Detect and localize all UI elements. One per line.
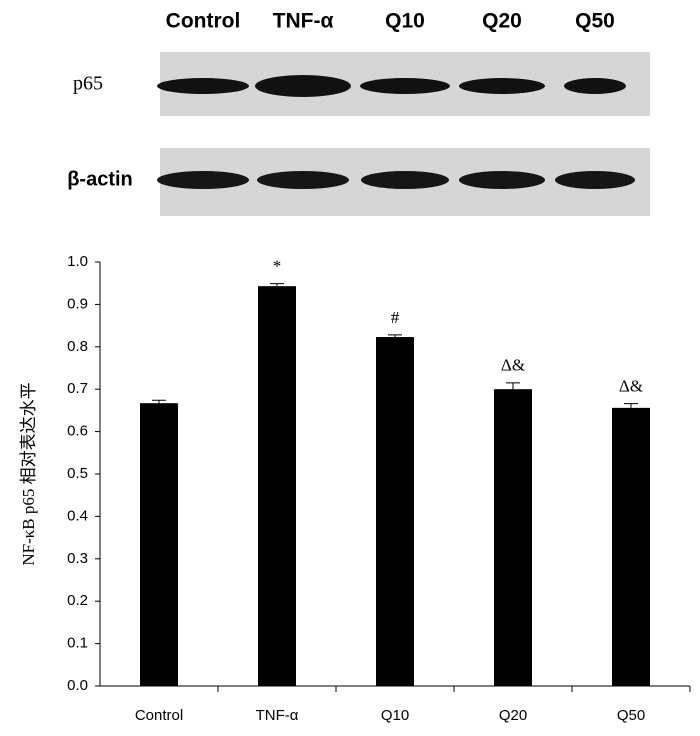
blot-band bbox=[255, 75, 351, 97]
error-bar bbox=[388, 334, 402, 338]
blot-band bbox=[555, 171, 635, 189]
blot-band bbox=[459, 78, 545, 94]
annotation: Δ& bbox=[501, 356, 525, 375]
y-tick-label: 0.8 bbox=[67, 338, 88, 355]
blot-band bbox=[257, 171, 349, 189]
blot-row-label: β-actin bbox=[67, 168, 133, 190]
bar bbox=[140, 403, 178, 686]
error-bar bbox=[152, 399, 166, 404]
annotation: * bbox=[273, 257, 282, 276]
y-tick-label: 0.7 bbox=[67, 380, 88, 397]
bar bbox=[612, 407, 650, 686]
blot-lane-label: Q50 bbox=[575, 10, 615, 33]
blot-row-label: p65 bbox=[73, 73, 103, 95]
y-tick-label: 0.2 bbox=[67, 592, 88, 609]
blot-lane-label: TNF-α bbox=[273, 10, 334, 33]
blot-lane-label: Q20 bbox=[482, 10, 522, 33]
blot-band bbox=[157, 78, 249, 94]
y-axis-label: NF-κB p65 相对表达水平 bbox=[19, 382, 38, 565]
x-tick-label: Q50 bbox=[617, 707, 645, 724]
blot-band bbox=[564, 78, 626, 94]
error-bar bbox=[506, 382, 520, 390]
blot-band bbox=[157, 171, 249, 189]
blot-lane-label: Control bbox=[166, 10, 241, 33]
y-tick-label: 0.0 bbox=[67, 677, 88, 694]
y-tick-label: 0.1 bbox=[67, 635, 88, 652]
blot-band bbox=[360, 78, 450, 94]
y-tick-label: 0.4 bbox=[67, 507, 88, 524]
error-bar bbox=[624, 403, 638, 408]
y-tick-label: 0.5 bbox=[67, 465, 88, 482]
x-tick-label: Control bbox=[135, 707, 183, 724]
x-tick-label: Q10 bbox=[381, 707, 409, 724]
error-bar bbox=[270, 283, 284, 287]
bar bbox=[376, 337, 414, 686]
x-tick-label: TNF-α bbox=[256, 707, 299, 724]
x-tick-label: Q20 bbox=[499, 707, 527, 724]
y-tick-label: 1.0 bbox=[67, 253, 88, 270]
annotation: Δ& bbox=[619, 377, 643, 396]
y-tick-label: 0.6 bbox=[67, 423, 88, 440]
bar bbox=[494, 389, 532, 686]
bar bbox=[258, 286, 296, 686]
y-tick-label: 0.3 bbox=[67, 550, 88, 567]
annotation: # bbox=[391, 308, 400, 327]
blot-lane-label: Q10 bbox=[385, 10, 425, 33]
blot-band bbox=[459, 171, 545, 189]
blot-band bbox=[361, 171, 449, 189]
y-tick-label: 0.9 bbox=[67, 295, 88, 312]
